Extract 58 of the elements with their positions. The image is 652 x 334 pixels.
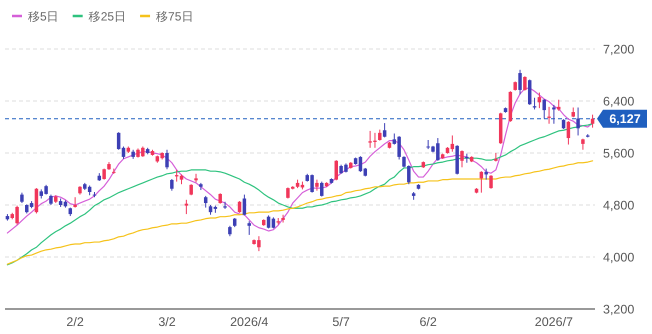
candlestick [34, 188, 38, 214]
candlestick [566, 120, 570, 146]
x-tick-label: 2/2 [66, 315, 84, 329]
candlestick [480, 170, 484, 194]
candlestick [378, 129, 382, 142]
y-tick-label: 5,600 [603, 146, 634, 160]
candlestick [538, 92, 542, 109]
candlestick [382, 122, 386, 138]
y-tick-label: 4,000 [603, 250, 634, 264]
candlestick [238, 200, 242, 214]
candlestick [228, 225, 232, 237]
candlestick [562, 118, 566, 130]
y-tick-label: 3,200 [603, 302, 634, 316]
candlestick [532, 97, 536, 110]
y-tick-label: 7,200 [603, 42, 634, 56]
candlestick [218, 192, 222, 204]
legend-label: 移5日 [28, 10, 59, 24]
candlestick [552, 104, 556, 124]
line-series [6, 160, 594, 265]
candlestick [542, 98, 546, 120]
candlestick [247, 220, 251, 236]
candlestick [49, 194, 53, 206]
legend-label: 移25日 [88, 10, 126, 24]
ref-label: 6,127 [597, 110, 647, 128]
candlestick [20, 192, 24, 204]
candlestick [581, 138, 585, 150]
candlestick [242, 194, 246, 216]
candlestick [320, 181, 324, 198]
candlestick [513, 81, 517, 92]
candlestick [556, 99, 560, 112]
candlestick [523, 76, 527, 92]
candlestick [232, 218, 236, 228]
ref-line-label: 6,127 [609, 112, 641, 126]
candlestick [547, 106, 551, 124]
candlestick [571, 107, 575, 118]
candlestick [184, 199, 188, 215]
x-tick-label: 2026/7 [534, 315, 574, 329]
legend-label: 移75日 [156, 10, 194, 24]
candlestick [131, 149, 135, 160]
candlestick [489, 174, 493, 190]
y-tick-label: 4,800 [603, 198, 634, 212]
x-tick-label: 5/7 [332, 315, 350, 329]
candlestick [189, 184, 193, 196]
x-tick-label: 2026/4 [230, 315, 268, 329]
candlestick [518, 69, 522, 95]
line-series [6, 87, 594, 234]
x-tick-label: 6/2 [419, 315, 437, 329]
candlestick [590, 114, 594, 128]
candlestick [484, 168, 488, 180]
candlestick [170, 178, 174, 192]
candlestick [315, 179, 319, 192]
x-tick-label: 3/2 [158, 315, 176, 329]
candlestick [334, 160, 338, 181]
candlestick [73, 196, 77, 208]
candlestick [576, 107, 580, 136]
y-tick-label: 6,400 [603, 94, 634, 108]
candlestick [102, 168, 106, 180]
candlestick [204, 195, 208, 208]
